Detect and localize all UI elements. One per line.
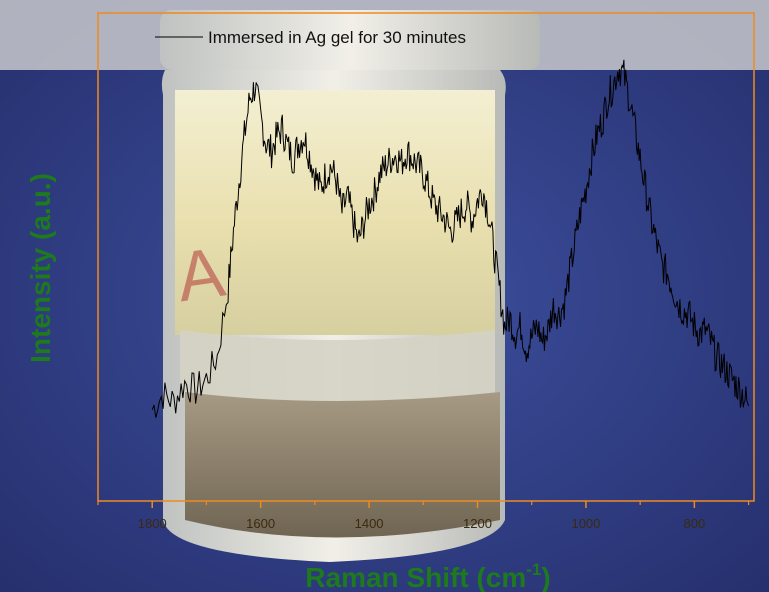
y-axis-title: Intensity (a.u.) [25,173,56,363]
x-tick-label: 1400 [355,516,384,531]
x-tick-label: 1200 [463,516,492,531]
x-tick-label: 1800 [138,516,167,531]
x-tick-label: 1600 [246,516,275,531]
x-axis-title-close: ) [541,562,550,592]
vial-marking: A [172,233,229,317]
legend: Immersed in Ag gel for 30 minutes [155,28,466,47]
x-axis-ticks: 18001600140012001000800600 [97,501,750,531]
x-tick-label: 1000 [571,516,600,531]
x-axis-title-superscript: -1 [526,560,541,579]
x-axis-title: Raman Shift (cm-1) [305,560,550,592]
legend-label: Immersed in Ag gel for 30 minutes [208,28,466,47]
x-tick-label: 800 [684,516,706,531]
series-line [151,59,750,418]
x-axis-title-main: Raman Shift (cm [305,562,526,592]
plot-frame [97,12,755,502]
